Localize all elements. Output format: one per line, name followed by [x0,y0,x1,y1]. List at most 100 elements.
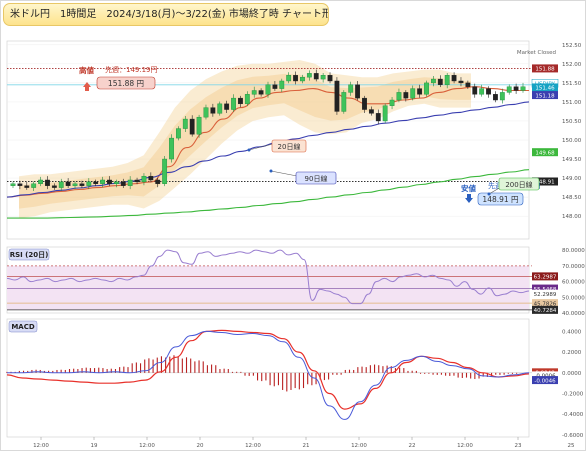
x-tick-label: 12:00 [351,443,367,449]
candle-body [375,113,381,122]
macd-tick-label: -0.2000 [562,392,584,398]
candle-body [10,183,16,186]
candle-body [189,118,195,135]
candle-body [238,97,243,105]
candle-body [410,88,416,99]
price-tag-label: 151.46 [535,86,555,92]
candle-body [306,73,312,78]
price-tag-label: 149.68 [535,150,555,156]
candle-body [107,179,112,184]
rsi-tick-label: 70.0000 [562,264,585,270]
candle-body [244,94,250,105]
ma90-pointer-dot [269,169,273,173]
macd-tick-label: -0.4000 [562,412,584,418]
candle-body [51,185,57,188]
candle-body [224,103,230,110]
rsi-label: RSI (20日) [10,251,49,259]
candle-body [313,73,319,80]
candle-body [424,82,429,95]
candle-body [513,86,519,91]
candle-body [127,179,133,186]
x-tick-label: 22 [409,443,416,449]
ma20-pointer-dot [247,148,251,152]
candle-body [437,78,443,85]
candle-body [265,84,271,95]
price-tick-label: 150.50 [562,119,582,125]
candle-body [31,183,37,188]
candle-body [203,107,209,118]
candle-body [210,107,216,114]
candle-body [79,183,85,186]
x-tick-label: 21 [303,443,310,449]
candle-body [169,137,174,160]
candle-body [389,99,395,106]
candle-body [431,78,436,84]
candle-body [444,75,450,85]
candle-body [72,183,78,186]
candle-body [334,80,340,112]
x-tick-label: 25 [568,443,575,449]
rsi-tag-label: 63.2987 [534,275,557,281]
candle-body [286,75,292,82]
rsi-tag [532,299,558,308]
x-tick-label: 12:00 [245,443,261,449]
price-tick-label: 149.50 [562,157,582,163]
macd-tag-label: -0.0046 [534,378,556,384]
candle-body [348,84,354,93]
candle-body [279,80,285,89]
candle-body [148,175,154,181]
macd-tick-label: 0.2000 [562,350,582,356]
price-tick-label: 150.00 [562,138,582,144]
high-value-box [96,76,156,90]
candle-body [120,181,126,186]
candle-body [458,80,464,84]
candle-body [362,97,367,110]
macd-label: MACD [11,323,35,331]
price-tag-label: 151.88 [535,67,555,73]
candle-body [499,92,505,101]
price-tick-label: 149.00 [562,176,582,182]
x-tick-label: 12:00 [33,443,49,449]
candle-body [100,179,106,184]
high-label: 高値 [79,65,94,75]
candle-body [520,86,526,91]
market-status: Market Closed [517,50,556,56]
macd-tag [532,371,558,380]
macd-signal-line [6,329,530,410]
price-tag [532,177,558,186]
price-tick-label: 152.50 [562,43,582,49]
candle-body [403,92,409,99]
candle-body [472,86,478,95]
rsi-tag [532,284,558,293]
macd-tick-label: -0.6000 [562,433,584,439]
candle-body [38,179,43,184]
candle-body [341,92,347,112]
rsi-tag-label: 52.2989 [534,292,557,298]
rsi-tag-label: 45.7826 [534,301,557,307]
ma90-label: 90日線 [305,174,328,183]
candle-body [251,90,257,95]
ma200-label-box [498,177,540,191]
ma90-line [6,101,530,198]
ma90-label-box [295,171,337,185]
ma200-line [7,169,530,219]
rsi-tick-label: 50.0000 [562,295,585,301]
rsi-tick-label: 40.0000 [562,311,585,317]
candle-body [368,109,374,114]
rsi-tick-label: 60.0000 [562,280,585,286]
rsi-line [6,249,530,305]
price-tag [532,91,558,100]
price-tag [532,64,558,73]
rsi-tag-label: 40.7284 [534,308,557,314]
candle-body [417,88,423,95]
x-tick-label: 20 [197,443,204,449]
candle-body [86,181,92,186]
candle-body [493,94,498,101]
macd-tick-label: 0.0000 [562,371,582,377]
ma200-pointer-dot [487,192,491,196]
candle-body [182,118,188,129]
candle-body [465,82,471,87]
candle-body [396,92,402,101]
high-arrow-icon [83,82,91,91]
candle-body [479,88,485,95]
